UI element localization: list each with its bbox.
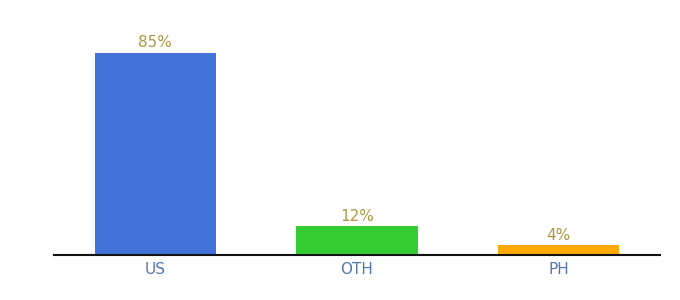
Text: 85%: 85% bbox=[138, 35, 172, 50]
Text: 4%: 4% bbox=[547, 228, 571, 243]
Bar bbox=[498, 245, 619, 255]
Bar bbox=[296, 226, 418, 255]
Text: 12%: 12% bbox=[340, 209, 374, 224]
Bar bbox=[95, 52, 216, 255]
